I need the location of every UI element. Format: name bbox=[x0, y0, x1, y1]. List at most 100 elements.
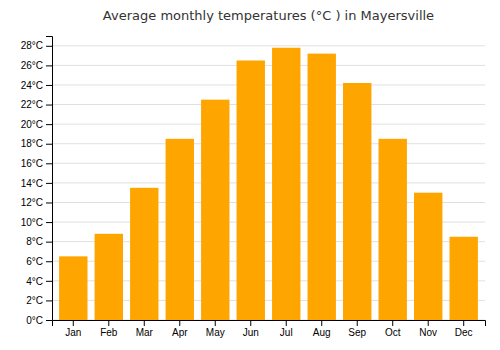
bar bbox=[201, 100, 229, 320]
chart: 0°C 2°C 4°C 6°C 8°C 10°C 12°C 14°C 16°C 18°C 20°C 2… bbox=[0, 0, 500, 350]
tick-mark bbox=[46, 183, 52, 184]
axis-line bbox=[46, 37, 53, 321]
tick: Sep bbox=[348, 320, 366, 338]
tick: May bbox=[206, 320, 225, 338]
tick: 22°C bbox=[21, 99, 52, 110]
bar bbox=[379, 139, 407, 320]
title: Average monthly temperatures (°C ) in Ma… bbox=[103, 8, 434, 23]
tick-label: 10°C bbox=[21, 217, 43, 228]
tick-label: 24°C bbox=[21, 80, 43, 91]
tick: 16°C bbox=[21, 158, 52, 169]
bar bbox=[166, 139, 194, 320]
tick-mark bbox=[46, 46, 52, 47]
tick: 2°C bbox=[26, 295, 52, 306]
tick-mark bbox=[46, 261, 52, 262]
tick-label: Sep bbox=[348, 327, 366, 338]
tick-mark bbox=[46, 202, 52, 203]
y-axis: 0°C 2°C 4°C 6°C 8°C 10°C 12°C 14°C 16°C 18°C 20°C 2… bbox=[21, 37, 53, 326]
tick-label: Jan bbox=[65, 327, 81, 338]
bars bbox=[59, 48, 478, 320]
tick-label: 14°C bbox=[21, 178, 43, 189]
tick-label: Oct bbox=[385, 327, 401, 338]
tick-label: 8°C bbox=[26, 236, 43, 247]
tick-mark bbox=[392, 320, 393, 326]
tick-mark bbox=[357, 320, 358, 326]
tick-label: Nov bbox=[419, 327, 437, 338]
bar bbox=[343, 83, 371, 320]
tick: Oct bbox=[385, 320, 401, 338]
grid-line bbox=[52, 45, 485, 46]
tick-mark bbox=[46, 300, 52, 301]
bar bbox=[272, 48, 300, 320]
tick: Apr bbox=[172, 320, 188, 338]
tick: 12°C bbox=[21, 197, 52, 208]
bar bbox=[450, 237, 478, 320]
tick-label: Feb bbox=[100, 327, 118, 338]
tick-label: Dec bbox=[455, 327, 473, 338]
tick: 4°C bbox=[26, 276, 52, 287]
tick-mark bbox=[463, 320, 464, 326]
tick-mark bbox=[144, 320, 145, 326]
tick-label: 22°C bbox=[21, 99, 43, 110]
x-axis: Jan Feb Mar Apr May Jun Jul Aug Sep Oct Nov Dec bbox=[53, 320, 486, 338]
bar bbox=[308, 54, 336, 320]
bar bbox=[95, 234, 123, 320]
grid-line bbox=[52, 104, 485, 105]
tick-label: 28°C bbox=[21, 40, 43, 51]
tick-label: 26°C bbox=[21, 60, 43, 71]
tick-mark bbox=[108, 320, 109, 326]
tick-mark bbox=[46, 65, 52, 66]
tick-mark bbox=[215, 320, 216, 326]
tick: Aug bbox=[313, 320, 331, 338]
tick-label: 6°C bbox=[26, 256, 43, 267]
tick-mark bbox=[46, 144, 52, 145]
tick-label: 20°C bbox=[21, 119, 43, 130]
tick-mark bbox=[321, 320, 322, 326]
tick-label: 16°C bbox=[21, 158, 43, 169]
tick: Mar bbox=[136, 320, 154, 338]
tick-mark bbox=[46, 163, 52, 164]
bar bbox=[130, 188, 158, 320]
tick-label: Jun bbox=[243, 327, 259, 338]
axis-line bbox=[53, 321, 486, 327]
tick: 0°C bbox=[26, 315, 52, 326]
tick-mark bbox=[250, 320, 251, 326]
tick-label: 18°C bbox=[21, 138, 43, 149]
tick: Feb bbox=[100, 320, 118, 338]
tick-label: 2°C bbox=[26, 295, 43, 306]
tick-label: 0°C bbox=[26, 315, 43, 326]
tick-label: Aug bbox=[313, 327, 331, 338]
tick-label: 4°C bbox=[26, 276, 43, 287]
tick-mark bbox=[286, 320, 287, 326]
tick: 28°C bbox=[21, 40, 52, 51]
tick: 18°C bbox=[21, 138, 52, 149]
tick-mark bbox=[46, 320, 52, 321]
bar bbox=[414, 193, 442, 320]
grid bbox=[52, 46, 485, 320]
tick: 14°C bbox=[21, 178, 52, 189]
tick-label: Apr bbox=[172, 327, 188, 338]
grid-line bbox=[52, 84, 485, 85]
tick-mark bbox=[46, 85, 52, 86]
tick: Nov bbox=[419, 320, 437, 338]
tick-mark bbox=[73, 320, 74, 326]
tick: 20°C bbox=[21, 119, 52, 130]
tick-label: Mar bbox=[136, 327, 154, 338]
tick: 24°C bbox=[21, 80, 52, 91]
bar bbox=[237, 60, 265, 320]
grid-line bbox=[52, 163, 485, 164]
grid-line bbox=[52, 143, 485, 144]
tick-label: Jul bbox=[280, 327, 293, 338]
tick: 26°C bbox=[21, 60, 52, 71]
bar bbox=[59, 256, 87, 320]
tick-mark bbox=[46, 281, 52, 282]
grid-line bbox=[52, 65, 485, 66]
tick: Jun bbox=[243, 320, 259, 338]
tick: 10°C bbox=[21, 217, 52, 228]
tick: 8°C bbox=[26, 236, 52, 247]
tick-mark bbox=[46, 242, 52, 243]
tick: Jan bbox=[65, 320, 81, 338]
grid-line bbox=[52, 124, 485, 125]
tick-mark bbox=[179, 320, 180, 326]
tick-label: 12°C bbox=[21, 197, 43, 208]
